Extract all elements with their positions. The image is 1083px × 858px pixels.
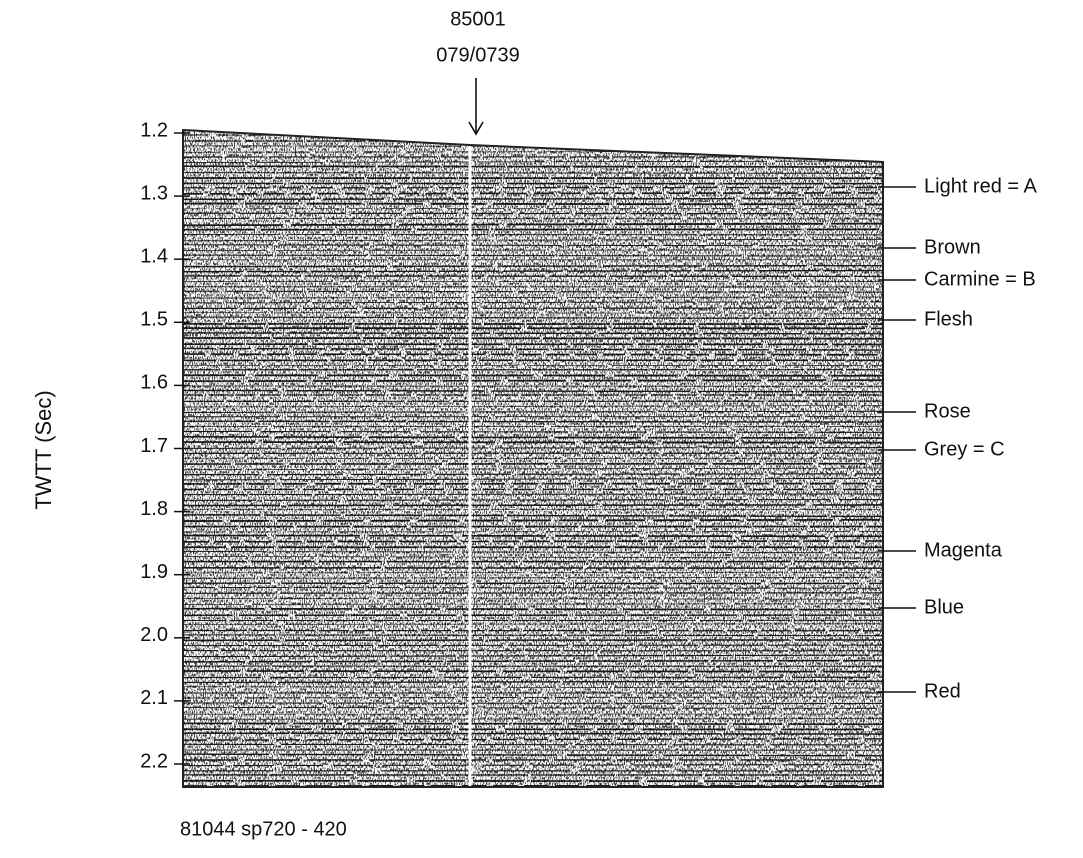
horizon-label: Rose [924, 400, 971, 422]
tick-label: 1.7 [140, 435, 168, 457]
horizon-label: Red [924, 680, 961, 702]
horizon-label: Brown [924, 236, 981, 258]
tick-label: 1.6 [140, 372, 168, 394]
tick-label: 2.1 [140, 687, 168, 709]
well-name: 85001 [450, 8, 506, 30]
tick-label: 1.2 [140, 119, 168, 141]
horizon-label: Carmine = B [924, 268, 1036, 290]
tick-label: 1.3 [140, 182, 168, 204]
seismic-section [183, 120, 883, 790]
tick-label: 2.2 [140, 750, 168, 772]
well-arrow [469, 78, 483, 134]
horizon-label: Magenta [924, 539, 1003, 561]
horizon-label: Flesh [924, 308, 973, 330]
tick-label: 1.9 [140, 561, 168, 583]
tick-label: 1.5 [140, 309, 168, 331]
axis-label: TWTT (Sec) [31, 390, 56, 509]
well-id: 079/0739 [436, 44, 519, 66]
tick-label: 2.0 [140, 624, 168, 646]
line-label: 81044 sp720 - 420 [180, 818, 347, 840]
tick-label: 1.4 [140, 245, 168, 267]
horizon-label: Grey = C [924, 438, 1005, 460]
horizon-label: Light red = A [924, 175, 1038, 197]
tick-label: 1.8 [140, 498, 168, 520]
horizon-label: Blue [924, 596, 964, 618]
